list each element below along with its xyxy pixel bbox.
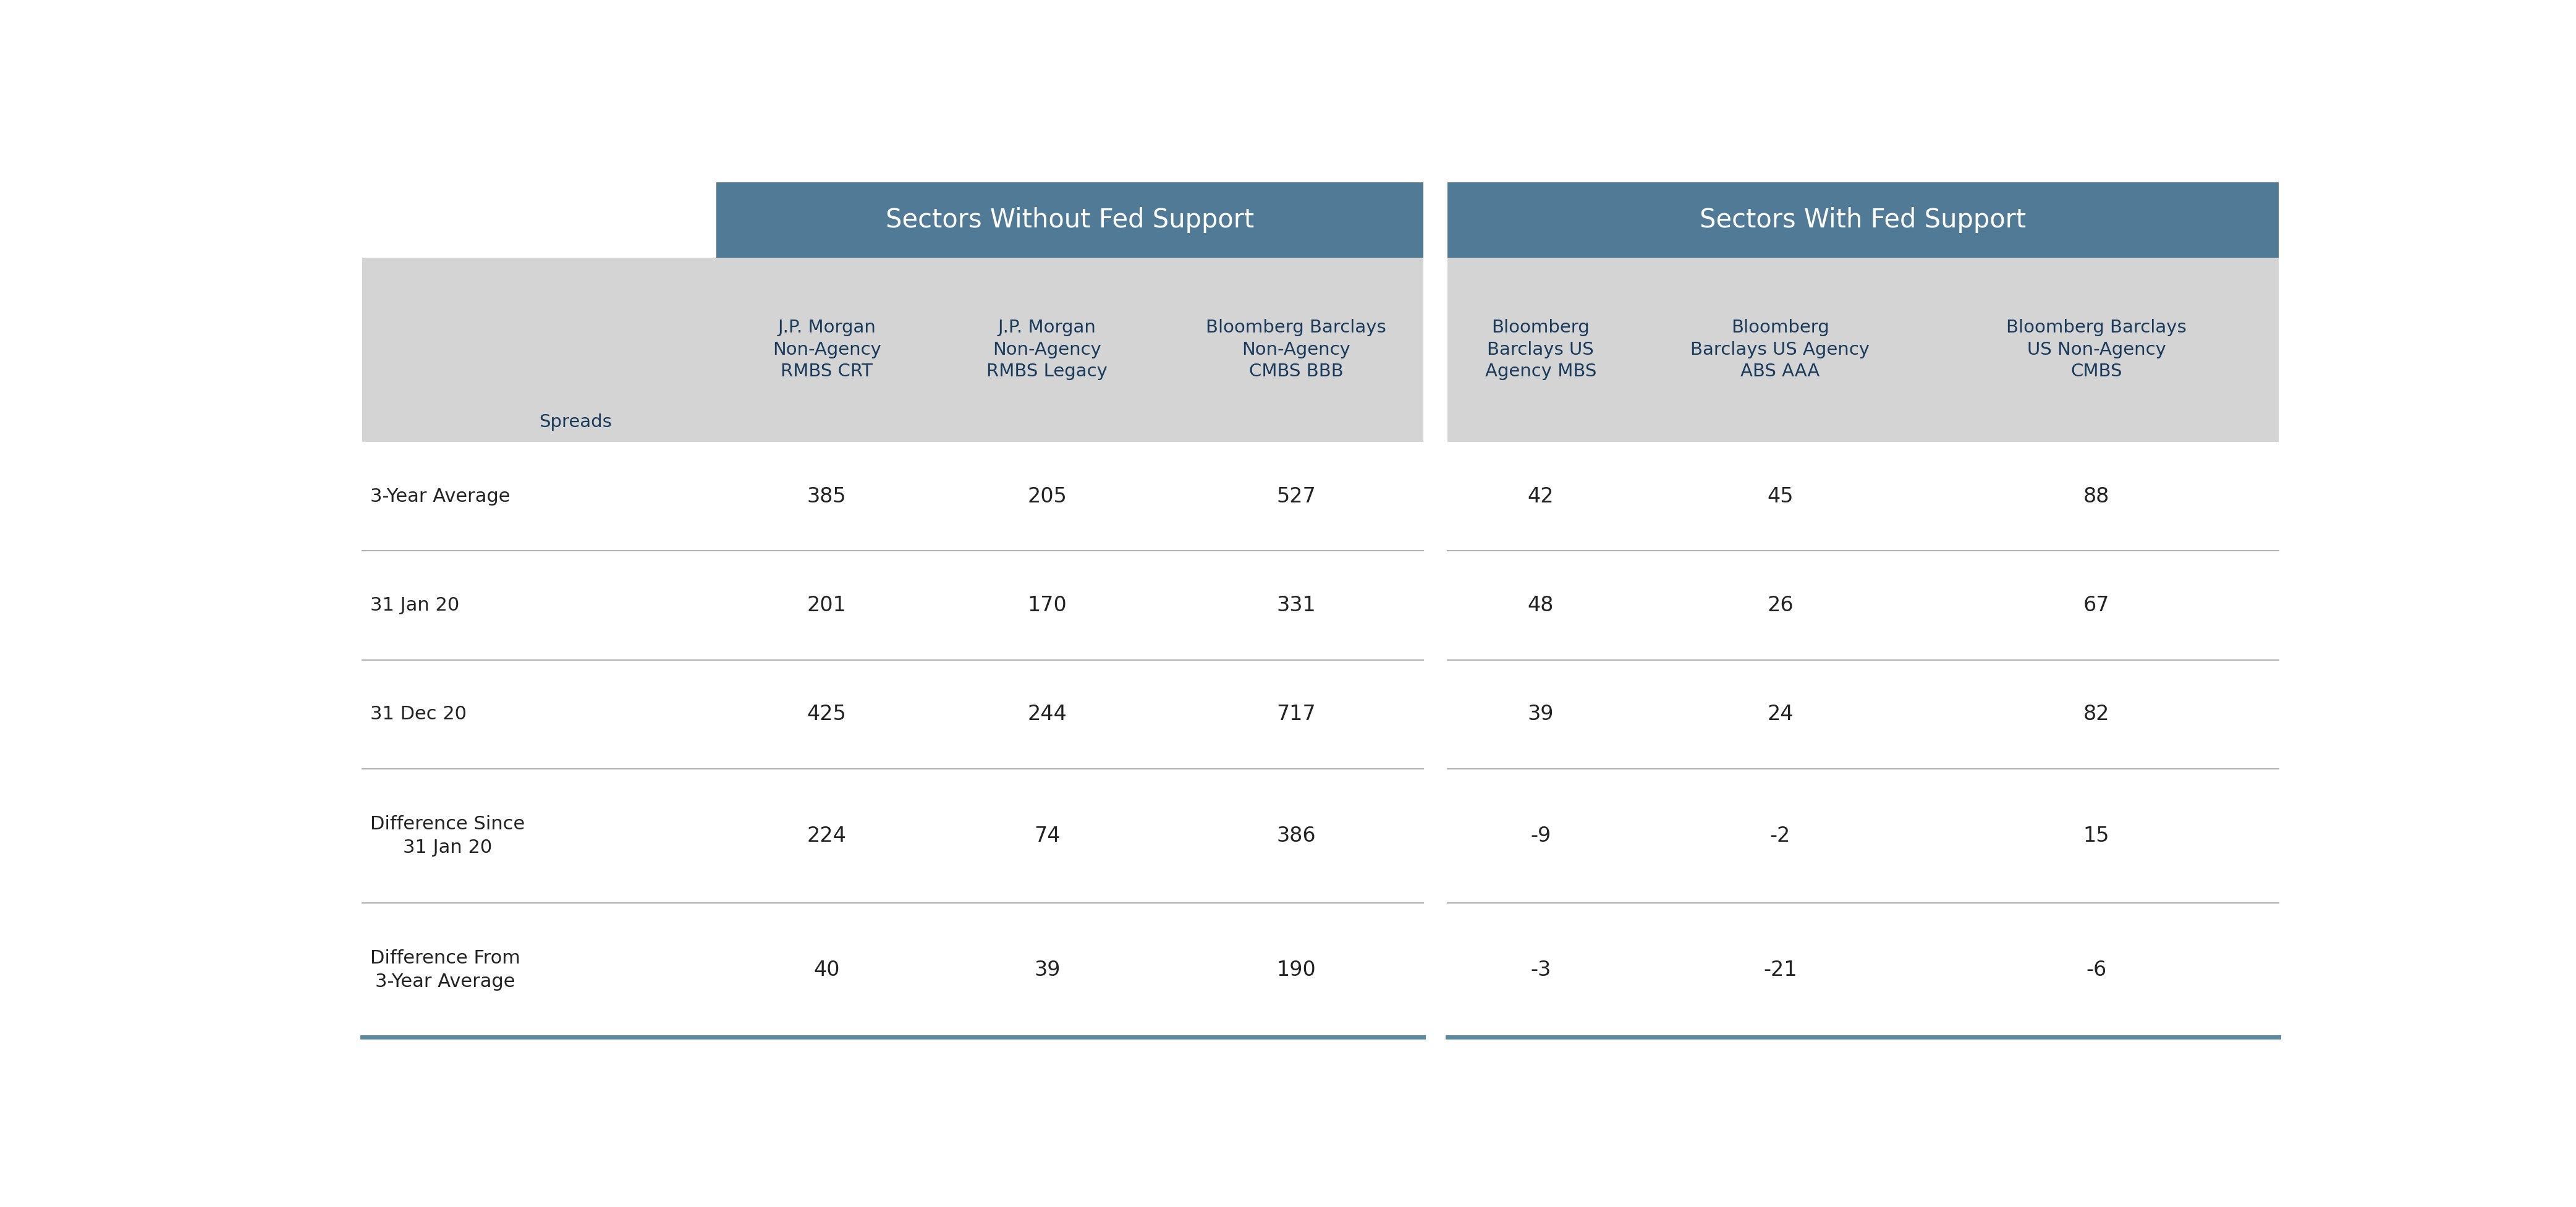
Text: 385: 385: [806, 486, 848, 507]
Bar: [361, 257, 1422, 442]
Text: -2: -2: [1770, 826, 1790, 846]
Text: 717: 717: [1278, 704, 1316, 724]
Text: -21: -21: [1765, 960, 1798, 980]
Text: 201: 201: [806, 595, 848, 616]
Text: Sectors With Fed Support: Sectors With Fed Support: [1700, 206, 2025, 233]
Text: J.P. Morgan
Non-Agency
RMBS CRT: J.P. Morgan Non-Agency RMBS CRT: [773, 319, 881, 380]
Text: 67: 67: [2084, 595, 2110, 616]
Text: Bloomberg
Barclays US Agency
ABS AAA: Bloomberg Barclays US Agency ABS AAA: [1690, 319, 1870, 380]
Text: 190: 190: [1278, 960, 1316, 980]
Text: Bloomberg
Barclays US
Agency MBS: Bloomberg Barclays US Agency MBS: [1484, 319, 1597, 380]
Text: 3-Year Average: 3-Year Average: [371, 488, 510, 506]
Text: 31 Jan 20: 31 Jan 20: [371, 596, 459, 614]
Bar: [716, 182, 1422, 257]
Bar: [1448, 660, 2280, 769]
Text: 425: 425: [806, 704, 848, 724]
Text: -9: -9: [1530, 826, 1551, 846]
Bar: [361, 769, 1422, 903]
Text: Difference From
3-Year Average: Difference From 3-Year Average: [371, 950, 520, 991]
Text: 45: 45: [1767, 486, 1793, 507]
Text: 170: 170: [1028, 595, 1066, 616]
Bar: [1448, 903, 2280, 1037]
Text: Spreads: Spreads: [538, 414, 613, 431]
Text: -6: -6: [2087, 960, 2107, 980]
Text: 40: 40: [814, 960, 840, 980]
Text: Difference Since
31 Jan 20: Difference Since 31 Jan 20: [371, 816, 526, 856]
Text: 331: 331: [1278, 595, 1316, 616]
Bar: [361, 442, 1422, 550]
Text: 386: 386: [1278, 826, 1316, 846]
Text: 39: 39: [1033, 960, 1061, 980]
Text: 42: 42: [1528, 486, 1553, 507]
Text: 224: 224: [806, 826, 848, 846]
Text: -3: -3: [1530, 960, 1551, 980]
Bar: [1448, 442, 2280, 550]
Text: 527: 527: [1278, 486, 1316, 507]
Bar: [1448, 257, 2280, 442]
Bar: [1448, 550, 2280, 660]
Text: 205: 205: [1028, 486, 1066, 507]
Text: 244: 244: [1028, 704, 1066, 724]
Text: Bloomberg Barclays
Non-Agency
CMBS BBB: Bloomberg Barclays Non-Agency CMBS BBB: [1206, 319, 1386, 380]
Text: Sectors Without Fed Support: Sectors Without Fed Support: [886, 206, 1255, 233]
Bar: [361, 903, 1422, 1037]
Text: 82: 82: [2084, 704, 2110, 724]
Bar: [361, 550, 1422, 660]
Text: 31 Dec 20: 31 Dec 20: [371, 705, 466, 723]
Text: 26: 26: [1767, 595, 1793, 616]
Text: J.P. Morgan
Non-Agency
RMBS Legacy: J.P. Morgan Non-Agency RMBS Legacy: [987, 319, 1108, 380]
Bar: [361, 660, 1422, 769]
Bar: [1448, 769, 2280, 903]
Text: 24: 24: [1767, 704, 1793, 724]
Text: 48: 48: [1528, 595, 1553, 616]
Text: 88: 88: [2084, 486, 2110, 507]
Text: Bloomberg Barclays
US Non-Agency
CMBS: Bloomberg Barclays US Non-Agency CMBS: [2007, 319, 2187, 380]
Text: 74: 74: [1033, 826, 1061, 846]
Text: 39: 39: [1528, 704, 1553, 724]
Bar: [1448, 182, 2280, 257]
Text: 15: 15: [2084, 826, 2110, 846]
